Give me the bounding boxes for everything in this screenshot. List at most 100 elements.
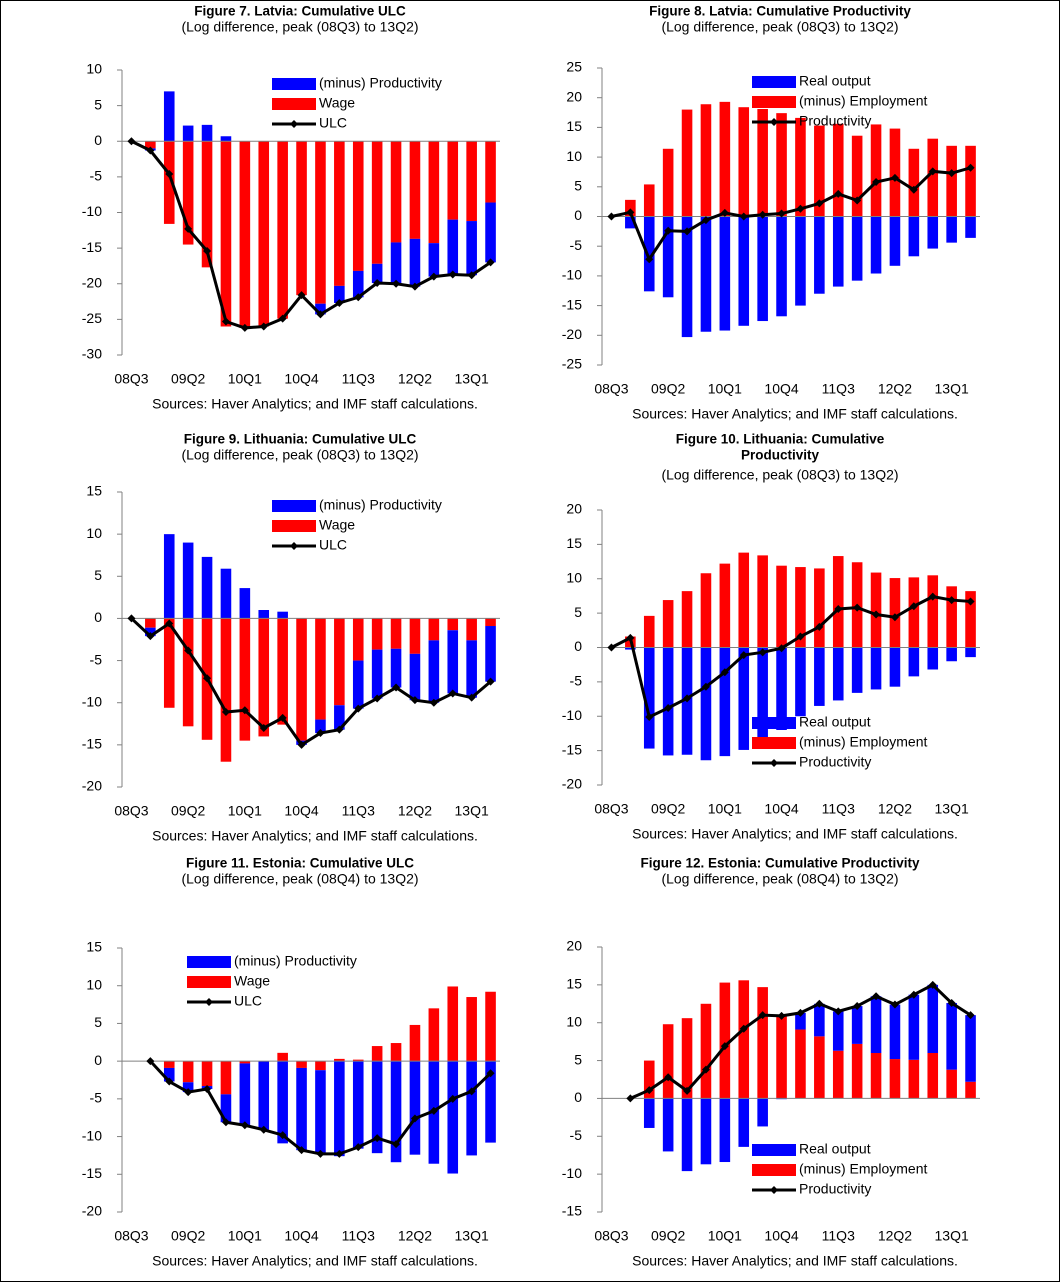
y-tick-label: -10 <box>82 203 102 219</box>
bar <box>485 626 496 682</box>
bar <box>814 125 825 217</box>
bar <box>201 1061 213 1087</box>
bar <box>700 1003 712 1099</box>
line-marker <box>626 1094 635 1103</box>
line-series <box>130 139 492 330</box>
y-tick-label: -15 <box>82 736 102 752</box>
bar <box>466 618 477 641</box>
bar <box>719 101 731 217</box>
line-marker <box>354 704 363 713</box>
line-marker <box>335 725 344 734</box>
line-marker <box>316 1149 325 1158</box>
legend-label: Wage <box>234 973 270 989</box>
bar <box>277 1061 288 1144</box>
x-tick-label: 08Q3 <box>594 381 628 397</box>
y-tick-label: -30 <box>82 346 102 362</box>
line-marker <box>354 293 363 302</box>
y-tick-label: 5 <box>574 1051 582 1067</box>
bar <box>182 542 194 619</box>
bar <box>334 1058 345 1062</box>
bar <box>700 1098 712 1165</box>
bar <box>428 1008 440 1062</box>
source-note: Sources: Haver Analytics; and IMF staff … <box>152 828 478 844</box>
legend-marker <box>770 759 778 767</box>
chart-title: Productivity <box>741 448 820 463</box>
bar <box>908 216 920 257</box>
bar <box>643 216 655 292</box>
y-tick-label: 10 <box>86 976 102 992</box>
bar <box>681 1098 693 1172</box>
y-tick-label: 15 <box>86 483 102 499</box>
bar <box>870 216 882 274</box>
y-tick-label: -10 <box>562 1165 582 1181</box>
bar <box>296 1061 307 1068</box>
x-tick-label: 11Q3 <box>822 1228 855 1244</box>
bar <box>814 647 825 706</box>
bar <box>870 1053 882 1099</box>
line-marker <box>890 613 899 622</box>
x-tick-label: 12Q2 <box>398 371 432 387</box>
legend-swatch <box>272 520 316 532</box>
bar <box>334 1061 345 1157</box>
line-marker <box>890 1000 899 1009</box>
bar <box>643 1060 655 1099</box>
legend-swatch <box>187 976 231 988</box>
bar <box>643 647 655 749</box>
bar <box>239 618 251 741</box>
bar <box>447 618 459 631</box>
line-marker <box>928 592 937 601</box>
bar <box>334 705 345 730</box>
x-tick-label: 09Q2 <box>651 801 685 817</box>
y-tick-label: -5 <box>90 168 103 184</box>
bar <box>757 216 768 322</box>
chart-title: Figure 8. Latvia: Cumulative Productivit… <box>649 4 911 19</box>
bar <box>390 1043 402 1062</box>
bar <box>681 1018 693 1099</box>
line-marker <box>909 185 918 194</box>
y-tick-label: 5 <box>94 567 102 583</box>
line-marker <box>448 689 457 698</box>
chart-title: Figure 10. Lithuania: Cumulative <box>676 432 885 447</box>
bar <box>757 108 768 217</box>
bar <box>428 618 440 641</box>
line-marker <box>720 668 729 677</box>
x-tick-label: 10Q1 <box>708 801 742 817</box>
bar <box>946 216 957 243</box>
x-tick-label: 10Q4 <box>764 801 798 817</box>
bar <box>390 1061 402 1163</box>
x-tick-label: 09Q2 <box>171 371 205 387</box>
bar <box>738 980 750 1099</box>
x-tick-label: 11Q3 <box>822 381 855 397</box>
line-marker <box>626 208 635 217</box>
line-marker <box>607 212 616 221</box>
y-tick-label: -5 <box>570 237 583 253</box>
y-tick-label: 0 <box>94 132 102 148</box>
line-marker <box>853 196 862 205</box>
source-note: Sources: Haver Analytics; and IMF staff … <box>632 826 958 842</box>
bar <box>776 113 787 217</box>
bar <box>409 1024 421 1062</box>
bar <box>757 1098 768 1127</box>
source-note: Sources: Haver Analytics; and IMF staff … <box>632 406 958 422</box>
line-marker <box>146 146 155 155</box>
x-tick-label: 08Q3 <box>594 801 628 817</box>
y-tick-label: 10 <box>86 525 102 541</box>
line-marker <box>203 246 212 255</box>
bar <box>908 1059 920 1099</box>
x-tick-label: 13Q1 <box>935 1228 969 1244</box>
y-tick-label: -20 <box>562 776 582 792</box>
bar <box>795 117 806 217</box>
line-marker <box>146 1057 155 1066</box>
bar <box>315 618 326 720</box>
line-marker <box>373 279 382 288</box>
bar <box>390 618 402 649</box>
legend-label: Real output <box>799 1141 871 1157</box>
bar <box>296 1067 307 1151</box>
legend-swatch <box>752 1164 796 1176</box>
y-tick-label: 0 <box>94 609 102 625</box>
bar <box>795 567 806 648</box>
legend-swatch <box>752 737 796 749</box>
line-marker <box>815 199 824 208</box>
legend-label: ULC <box>319 537 347 553</box>
